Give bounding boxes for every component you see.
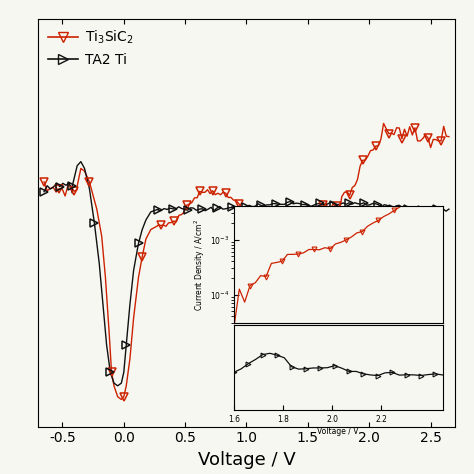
X-axis label: Voltage / V: Voltage / V (318, 427, 359, 436)
X-axis label: Voltage / V: Voltage / V (198, 451, 295, 469)
Y-axis label: Current Density / A/cm$^2$: Current Density / A/cm$^2$ (192, 219, 207, 311)
Legend: Ti$_3$SiC$_2$, TA2 Ti: Ti$_3$SiC$_2$, TA2 Ti (42, 23, 139, 73)
